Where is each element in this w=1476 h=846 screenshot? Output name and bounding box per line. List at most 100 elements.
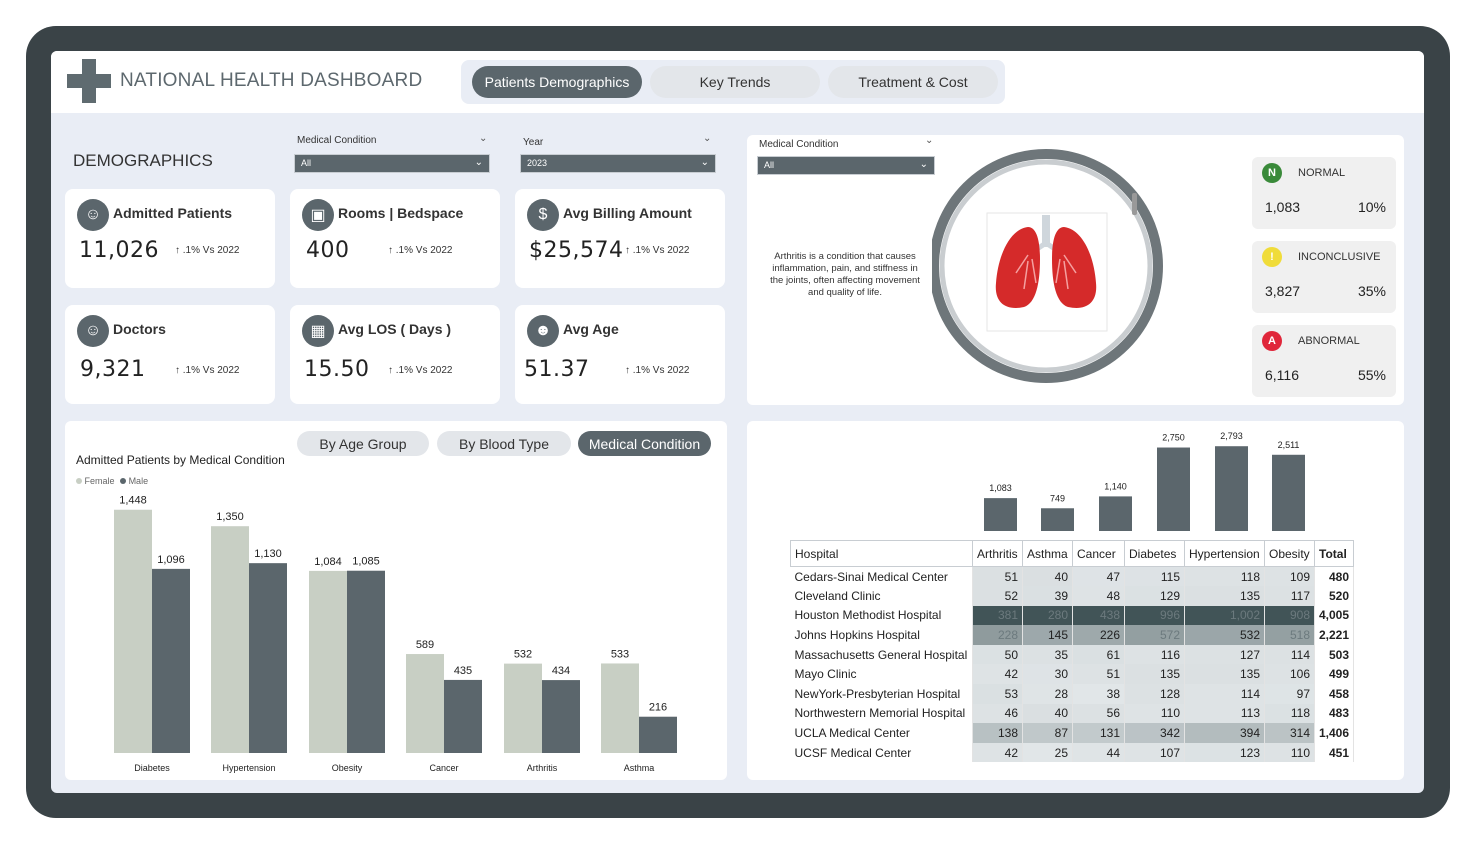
kpi-value: 51.37 xyxy=(524,357,590,382)
column-value-label: 1,140 xyxy=(1104,481,1127,491)
column-bar xyxy=(1272,454,1305,531)
bar-value-label: 1,130 xyxy=(254,548,282,560)
matrix-cell: 135 xyxy=(1184,586,1265,606)
table-row[interactable]: Northwestern Memorial Hospital 46 40 56 110 1… xyxy=(790,703,1355,724)
chevron-down-icon[interactable]: ⌄ xyxy=(925,135,934,146)
bar-value-label: 533 xyxy=(611,648,629,660)
table-row[interactable]: Cleveland Clinic 52 39 48 129 135 117 520 xyxy=(790,586,1355,606)
row-total: 503 xyxy=(1314,644,1355,665)
matrix-cell: 42 xyxy=(972,664,1023,685)
nav-patients-demographics[interactable]: Patients Demographics xyxy=(472,66,642,98)
hospital-panel: 1,083 749 1,140 2,750 2,793 2,511 Hospital Art… xyxy=(747,421,1404,780)
matrix-cell: 51 xyxy=(1072,664,1125,685)
bar-value-label: 216 xyxy=(649,702,667,714)
bar-value-label: 434 xyxy=(552,665,570,677)
kpi-rooms-bedspace: ▣ Rooms | Bedspace 400 ↑ .1% Vs 2022 xyxy=(290,189,500,288)
people-icon: ☻ xyxy=(527,315,559,347)
column-header[interactable]: Obesity xyxy=(1264,540,1315,567)
legend-male-dot xyxy=(120,478,127,484)
bar-male xyxy=(347,570,385,753)
category-label: Arthritis xyxy=(527,763,558,773)
column-value-label: 2,750 xyxy=(1162,433,1185,443)
matrix-cell: 135 xyxy=(1124,664,1185,685)
nav-key-trends[interactable]: Key Trends xyxy=(650,66,820,98)
column-header[interactable]: Arthritis xyxy=(972,540,1023,567)
matrix-cell: 438 xyxy=(1072,605,1125,626)
matrix-cell: 129 xyxy=(1124,586,1185,606)
column-header[interactable]: Hospital xyxy=(790,540,973,567)
bar-female xyxy=(211,526,249,753)
column-header[interactable]: Asthma xyxy=(1022,540,1073,567)
tab-by-age-group[interactable]: By Age Group xyxy=(297,431,429,456)
matrix-cell: 115 xyxy=(1124,566,1185,587)
table-row[interactable]: NewYork-Presbyterian Hospital 53 28 38 128 11… xyxy=(790,684,1355,704)
table-row[interactable]: Massachusetts General Hospital 50 35 61 116 1… xyxy=(790,644,1355,665)
hospital-name: NewYork-Presbyterian Hospital xyxy=(790,684,973,704)
matrix-cell: 51 xyxy=(972,566,1023,587)
tab-medical-condition[interactable]: Medical Condition xyxy=(578,431,711,456)
status-value: 6,116 xyxy=(1265,367,1299,383)
status-label: NORMAL xyxy=(1298,167,1346,179)
bar-value-label: 1,085 xyxy=(352,556,380,568)
condition-description: Arthritis is a condition that causes inf… xyxy=(770,251,920,298)
slicer-label-medical-condition: Medical Condition xyxy=(297,135,377,146)
page-navigation: Patients Demographics Key Trends Treatme… xyxy=(461,60,1005,104)
matrix-cell: 110 xyxy=(1264,742,1315,763)
condition-image xyxy=(932,149,1163,383)
table-row[interactable]: Houston Methodist Hospital 381 280 438 996 1,… xyxy=(790,605,1355,626)
matrix-cell: 113 xyxy=(1184,703,1265,724)
warning-badge-icon: ! xyxy=(1262,247,1282,267)
row-total: 520 xyxy=(1314,586,1355,606)
category-label: Hypertension xyxy=(222,763,275,773)
matrix-cell: 106 xyxy=(1264,664,1315,685)
matrix-cell: 42 xyxy=(972,742,1023,763)
chevron-down-icon[interactable]: ⌄ xyxy=(703,133,712,144)
table-row[interactable]: UCLA Medical Center 138 87 131 342 394 314 1,40… xyxy=(790,723,1355,743)
column-header[interactable]: Diabetes xyxy=(1124,540,1185,567)
column-header[interactable]: Hypertension xyxy=(1184,540,1265,567)
condition-panel: Medical Condition ⌄ All ⌄ Arthritis is a… xyxy=(747,135,1404,405)
bar-value-label: 589 xyxy=(416,639,434,651)
status-inconclusive: ! INCONCLUSIVE 3,827 35% xyxy=(1252,241,1396,313)
status-label: ABNORMAL xyxy=(1298,335,1360,347)
matrix-cell: 518 xyxy=(1264,625,1315,645)
legend-female: Female xyxy=(84,476,115,486)
hospital-name: Cleveland Clinic xyxy=(790,586,973,606)
matrix-cell: 532 xyxy=(1184,625,1265,645)
kpi-value: $25,574 xyxy=(529,238,624,263)
medical-condition-slicer[interactable]: All ⌄ xyxy=(294,154,490,173)
abnormal-badge-icon: A xyxy=(1262,331,1282,351)
matrix-cell: 127 xyxy=(1184,644,1265,665)
bar-female xyxy=(114,509,152,753)
tab-by-blood-type[interactable]: By Blood Type xyxy=(437,431,571,456)
page-title: NATIONAL HEALTH DASHBOARD xyxy=(120,70,423,91)
bar-value-label: 532 xyxy=(514,649,532,661)
condition-slicer[interactable]: All ⌄ xyxy=(757,156,935,175)
row-total: 451 xyxy=(1314,742,1355,763)
money-bag-icon: $ xyxy=(527,199,559,231)
table-row[interactable]: UCSF Medical Center 42 25 44 107 123 110 451 xyxy=(790,742,1355,763)
nav-treatment-cost[interactable]: Treatment & Cost xyxy=(828,66,998,98)
condition-column-chart: 1,083 749 1,140 2,750 2,793 2,511 xyxy=(984,431,1305,531)
table-row[interactable]: Cedars-Sinai Medical Center 51 40 47 115 118 1… xyxy=(790,566,1355,587)
matrix-cell: 110 xyxy=(1124,703,1185,724)
column-header[interactable]: Total xyxy=(1313,540,1355,567)
slicer-label-medical-condition: Medical Condition xyxy=(759,139,839,150)
chevron-down-icon[interactable]: ⌄ xyxy=(479,133,488,144)
kpi-avg-age: ☻ Avg Age 51.37 ↑ .1% Vs 2022 xyxy=(515,305,725,404)
column-header[interactable]: Cancer xyxy=(1072,540,1125,567)
matrix-cell: 44 xyxy=(1072,742,1125,763)
row-total: 4,005 xyxy=(1314,605,1355,626)
matrix-cell: 342 xyxy=(1124,723,1185,743)
grouped-bar-chart: 1,448 1,096 Diabetes 1,350 1,130 Hypertension… xyxy=(114,495,677,773)
bar-value-label: 1,084 xyxy=(314,556,342,568)
bar-female xyxy=(504,663,542,753)
kpi-label: Avg Billing Amount xyxy=(563,205,692,221)
matrix-cell: 46 xyxy=(972,703,1023,724)
table-row[interactable]: Johns Hopkins Hospital 228 145 226 572 532 518… xyxy=(790,625,1355,645)
hospital-name: UCLA Medical Center xyxy=(790,723,973,743)
table-row[interactable]: Mayo Clinic 42 30 51 135 135 106 499 xyxy=(790,664,1355,685)
year-slicer[interactable]: 2023 ⌄ xyxy=(520,154,716,173)
bed-icon: ▣ xyxy=(302,199,334,231)
matrix-cell: 25 xyxy=(1022,742,1073,763)
